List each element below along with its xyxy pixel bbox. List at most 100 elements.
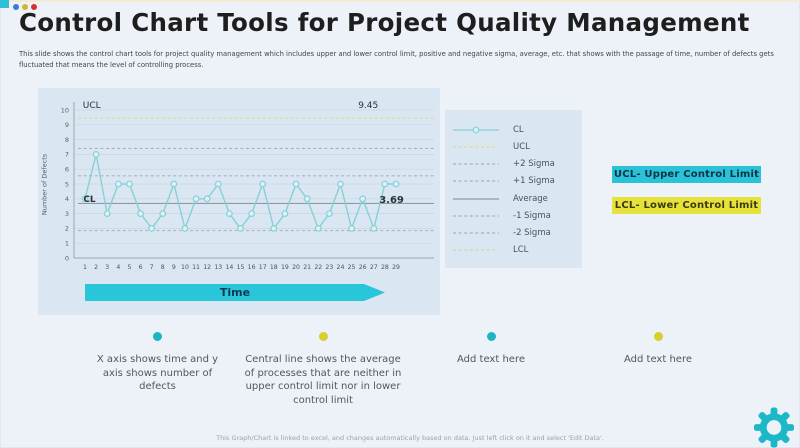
legend-item: Average [452,193,582,205]
svg-text:1: 1 [83,264,87,271]
corner-accent [0,0,9,8]
svg-text:2: 2 [65,225,69,233]
window-dot-yellow [22,4,28,10]
svg-text:21: 21 [303,264,311,271]
svg-text:9.45: 9.45 [358,101,378,111]
legend-label: +2 Sigma [513,159,555,170]
svg-text:27: 27 [370,264,378,271]
svg-text:22: 22 [314,264,322,271]
svg-text:3.69: 3.69 [379,195,404,206]
svg-text:7: 7 [150,264,154,271]
chart-legend: CL UCL +2 Sigma +1 Sigma Average -1 Sigma -2 S… [445,110,582,268]
window-dots [13,4,37,10]
time-axis-label: Time [219,286,251,299]
legend-label: -1 Sigma [513,210,551,221]
legend-line-sample [453,146,499,148]
gear-icon[interactable] [753,407,795,448]
bullet-text: Add text here [624,354,692,365]
window-dot-red [31,4,37,10]
svg-text:CL: CL [83,195,96,205]
svg-text:5: 5 [65,180,69,188]
svg-text:9: 9 [65,121,69,129]
svg-text:7: 7 [65,151,69,159]
y-axis-label: Number of Defects [40,153,49,216]
legend-label: -2 Sigma [513,227,551,238]
legend-line-sample [453,215,499,217]
legend-line-sample [453,180,499,183]
legend-label: UCL [513,142,530,153]
svg-text:11: 11 [192,264,200,271]
legend-line-sample [453,249,499,251]
svg-text:29: 29 [392,264,400,271]
bullet-axis-note: X axis shows time and y axis shows numbe… [95,326,220,394]
svg-text:17: 17 [259,264,267,271]
svg-text:5: 5 [127,264,131,271]
svg-text:16: 16 [248,264,256,271]
svg-text:13: 13 [214,264,222,271]
svg-text:9: 9 [172,264,176,271]
page-title: Control Chart Tools for Project Quality … [19,8,750,37]
bullet-dot-yellow [653,332,663,341]
svg-text:14: 14 [225,264,233,271]
bullet-central-line-note: Central line shows the average of proces… [240,326,406,407]
legend-line-sample [453,197,499,200]
slide-description: This slide shows the control chart tools… [19,50,774,69]
svg-text:20: 20 [292,264,300,271]
svg-text:23: 23 [325,264,333,271]
svg-text:0: 0 [65,254,69,262]
svg-text:8: 8 [65,136,69,144]
svg-text:1: 1 [65,240,69,248]
svg-text:12: 12 [203,264,211,271]
svg-text:15: 15 [237,264,245,271]
bullet-text: Add text here [457,354,525,365]
bullet-dot-yellow [318,332,328,341]
legend-item: CL [452,124,582,136]
bullet-placeholder-1[interactable]: Add text here [429,326,553,367]
ucl-badge-label: UCL- Upper Control Limit [613,169,760,180]
bullet-text: X axis shows time and y axis shows numbe… [96,354,219,392]
svg-text:4: 4 [65,195,69,203]
top-edge-accent [0,0,800,2]
lcl-badge: LCL- Lower Control Limit [612,197,761,214]
svg-text:6: 6 [139,264,143,271]
bullet-placeholder-2[interactable]: Add text here [596,326,720,367]
svg-text:6: 6 [65,166,69,174]
svg-text:25: 25 [348,264,356,271]
svg-text:4: 4 [116,264,120,271]
svg-text:26: 26 [359,264,367,271]
svg-text:19: 19 [281,264,289,271]
bullet-text: Central line shows the average of proces… [244,354,402,406]
svg-text:24: 24 [337,264,345,271]
legend-item: +2 Sigma [452,158,582,170]
legend-label: CL [513,125,524,135]
svg-text:18: 18 [270,264,278,271]
legend-label: Average [513,193,548,204]
bullet-dot-teal [486,332,496,341]
legend-label: +1 Sigma [513,176,555,187]
bullet-dot-teal [153,332,162,341]
ucl-badge: UCL- Upper Control Limit [612,166,761,183]
legend-item: UCL [452,141,582,153]
legend-item: -2 Sigma [452,227,582,239]
legend-label: LCL [513,244,529,255]
time-axis-arrow: Time [85,284,385,301]
svg-text:UCL: UCL [83,101,101,111]
control-chart-panel: 0 1 2 3 4 5 6 7 8 9 10 1 2 3 4 5 6 7 8 9 10 11 12 13 14 15 16 17 18 1… [38,88,440,315]
legend-item: +1 Sigma [452,175,582,187]
legend-item: -1 Sigma [452,210,582,222]
svg-text:3: 3 [65,210,69,218]
svg-text:3: 3 [105,264,109,271]
legend-line-sample [453,163,499,165]
svg-text:10: 10 [61,106,69,114]
window-dot-blue [13,4,19,10]
legend-item: LCL [452,244,582,256]
svg-text:28: 28 [381,264,389,271]
legend-line-sample [453,126,499,134]
svg-text:10: 10 [181,264,189,271]
legend-line-sample [453,232,499,234]
svg-text:8: 8 [161,264,165,271]
footer-note: This Graph/Chart is linked to excel, and… [216,434,604,442]
lcl-badge-label: LCL- Lower Control Limit [614,200,759,211]
